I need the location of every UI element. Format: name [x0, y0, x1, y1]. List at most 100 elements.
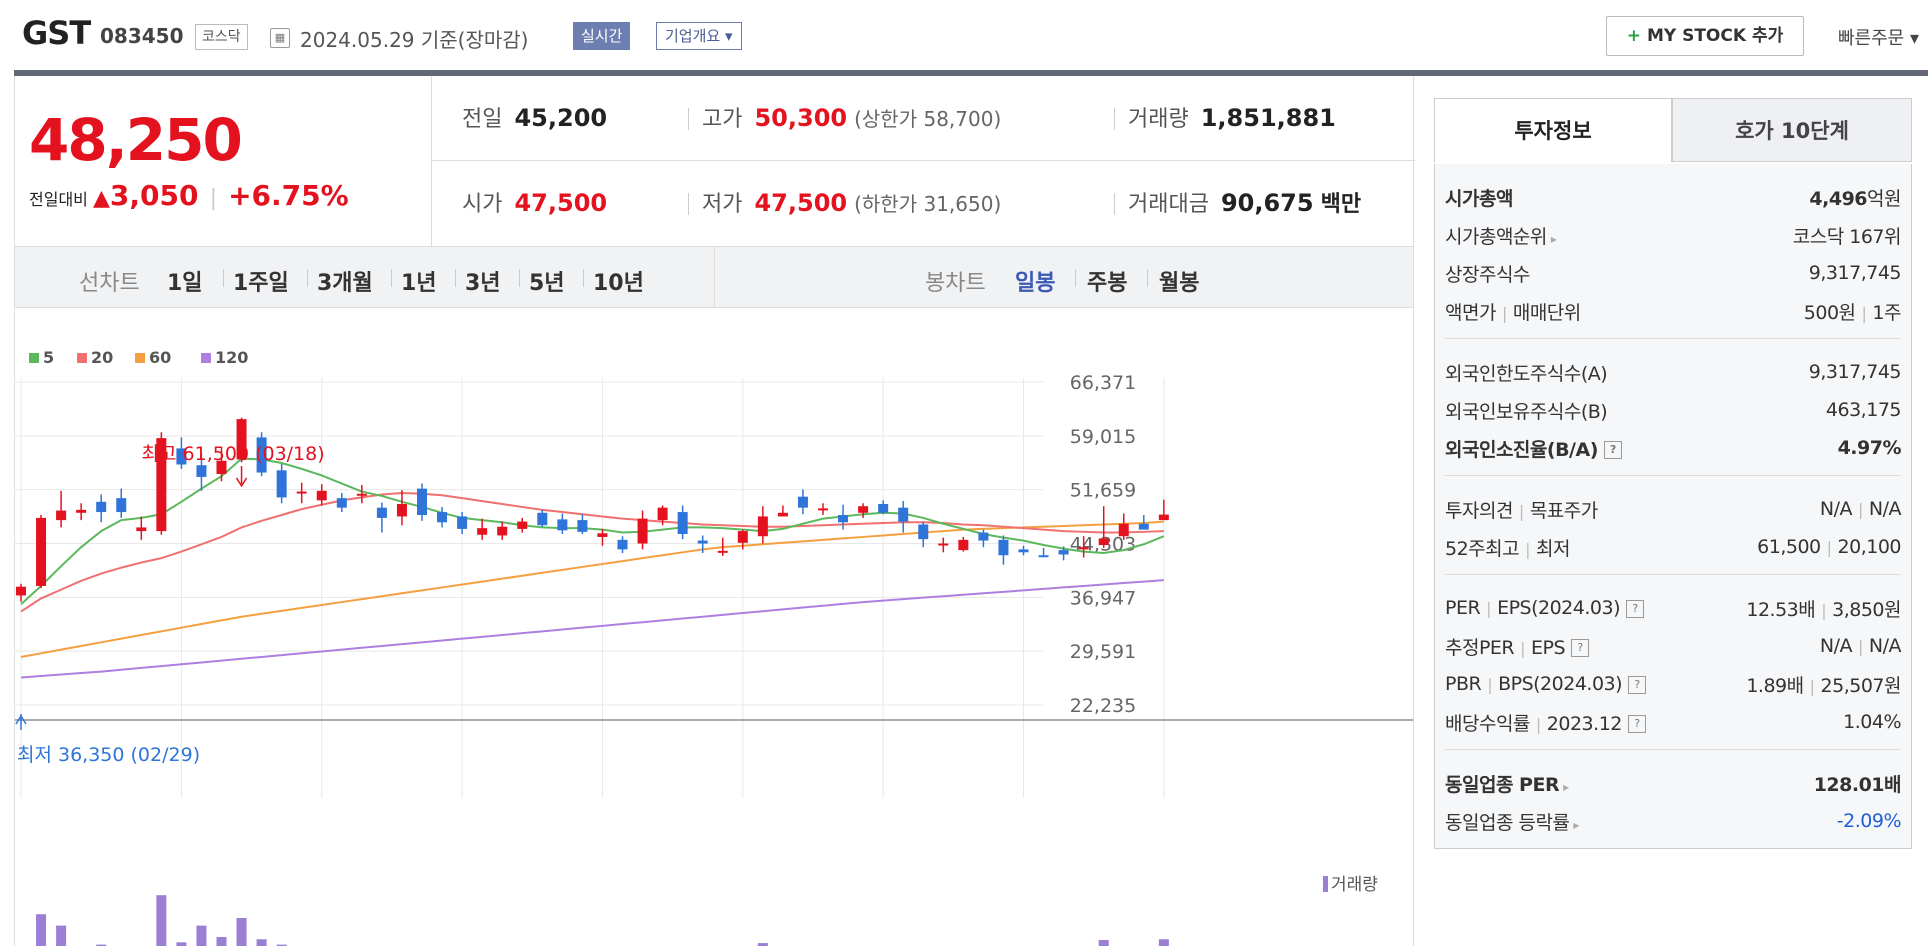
tab-5y[interactable]: 5년 — [529, 271, 565, 296]
y-tick-label: 22,235 — [1070, 695, 1136, 717]
tab-1w[interactable]: 1주일 — [233, 271, 289, 296]
candle-body — [36, 517, 47, 586]
divider — [519, 269, 520, 287]
investment-info-panel: 투자정보 호가 10단계 시가총액 4,496억원 시가총액순위 ▸ 코스닥 16… — [1434, 98, 1912, 849]
foreign-limit-value: 9,317,745 — [1808, 361, 1902, 383]
realtime-button[interactable]: 실시간 — [573, 22, 631, 50]
pbr-bps-row: PBR | BPS(2024.03)? 1.89배 | 25,507원 — [1445, 673, 1902, 697]
candle-body — [56, 510, 67, 521]
per-value: 12.53배 — [1746, 598, 1816, 621]
volume-bar — [757, 943, 768, 946]
legend-swatch — [135, 353, 145, 363]
chart-tabs: 선차트 1일 1주일 3개월 1년 3년 5년 10년 봉차트 일봉 주봉 월봉 — [14, 246, 1414, 308]
candle-body — [777, 512, 788, 517]
caret-right-icon: ▸ — [1563, 779, 1569, 794]
tab-order-book[interactable]: 호가 10단계 — [1672, 98, 1912, 162]
candle-body — [998, 539, 1009, 556]
tab-1y[interactable]: 1년 — [401, 271, 437, 296]
quick-order-dropdown[interactable]: 빠른주문 ▾ — [1838, 28, 1919, 49]
candle-body — [737, 531, 748, 543]
calendar-icon[interactable]: ▦ — [270, 28, 290, 48]
candle-body — [236, 419, 247, 460]
volume-value: 1,851,881 — [1200, 104, 1336, 132]
week52-high-label: 52주최고 — [1445, 537, 1520, 560]
candle-body — [818, 508, 828, 511]
cap-rank-label: 시가총액순위 — [1445, 225, 1547, 248]
tab-3m[interactable]: 3개월 — [317, 271, 373, 296]
candle-body — [497, 526, 508, 536]
industry-per-row[interactable]: 동일업종 PER ▸ 128.01배 — [1445, 764, 1902, 802]
tab-weekly[interactable]: 주봉 — [1087, 271, 1128, 296]
tab-monthly[interactable]: 월봉 — [1159, 271, 1200, 296]
foreign-ratio-label: 외국인소진율(B/A) — [1445, 438, 1598, 461]
candle-body — [396, 504, 407, 517]
week52-low-label: 최저 — [1536, 537, 1570, 560]
divider — [688, 193, 689, 215]
dividend-label: 배당수익률 — [1445, 712, 1530, 735]
candle-body — [1098, 538, 1109, 545]
unit-value: 1주 — [1872, 301, 1901, 324]
y-tick-label: 51,659 — [1070, 480, 1136, 502]
prev-close-value: 45,200 — [514, 104, 608, 132]
tab-daily[interactable]: 일봉 — [1015, 271, 1056, 296]
candle-body — [1018, 549, 1029, 553]
market-cap-value: 4,496 — [1809, 187, 1868, 210]
prev-close: 전일 45,200 — [462, 76, 607, 161]
cap-rank-value: 코스닥 167위 — [1792, 225, 1902, 248]
panel-tabs: 투자정보 호가 10단계 — [1434, 98, 1912, 164]
candle-body — [757, 516, 768, 537]
candle-body — [437, 512, 448, 523]
opinion-value: N/A — [1819, 498, 1853, 520]
foreign-ratio-value: 4.97% — [1837, 437, 1902, 459]
foreign-section: 외국인한도주식수(A) 9,317,745 외국인보유주식수(B) 463,17… — [1445, 339, 1902, 476]
cap-rank-row[interactable]: 시가총액순위 ▸ 코스닥 167위 — [1445, 216, 1902, 254]
y-tick-label: 36,947 — [1070, 587, 1136, 609]
help-icon[interactable]: ? — [1627, 715, 1646, 733]
legend-swatch — [77, 353, 87, 363]
candle-body — [958, 539, 969, 551]
volume-legend-label: 거래량 — [1331, 875, 1378, 895]
ma5-line — [20, 457, 1165, 606]
tab-10y[interactable]: 10년 — [593, 271, 644, 296]
candle-body — [537, 512, 548, 526]
high-label: 고가 — [702, 107, 743, 132]
candle-body — [116, 498, 127, 513]
add-my-stock-button[interactable]: + MY STOCK 추가 — [1606, 16, 1804, 56]
divider — [1114, 108, 1115, 130]
tab-investment-info[interactable]: 투자정보 — [1434, 98, 1672, 162]
divider — [391, 269, 392, 287]
candle-body — [336, 498, 347, 508]
candle-body — [457, 516, 468, 529]
min-price-annotation: 최저 36,350 (02/29) — [17, 744, 200, 766]
ma120-line — [20, 579, 1164, 679]
high-price: 고가 50,300 (상한가 58,700) — [702, 76, 1001, 161]
low-price: 저가 47,500 (하한가 31,650) — [702, 161, 1001, 246]
open-price: 시가 47,500 — [462, 161, 607, 246]
market-cap-unit: 억원 — [1867, 187, 1901, 210]
candle-body — [1118, 523, 1129, 537]
volume-bar — [176, 942, 187, 946]
target-label: 목표주가 — [1529, 499, 1598, 522]
price-chart: 66,37159,01551,65944,30336,94729,59122,2… — [14, 308, 1414, 946]
candle-body — [477, 528, 488, 535]
industry-change-row[interactable]: 동일업종 등락률 ▸ -2.09% — [1445, 802, 1902, 840]
ma20-line — [20, 492, 1164, 613]
opinion-row: 투자의견 | 목표주가 N/A | N/A — [1445, 498, 1902, 522]
tab-1d[interactable]: 1일 — [167, 271, 203, 296]
help-icon[interactable]: ? — [1571, 639, 1590, 657]
help-icon[interactable]: ? — [1625, 599, 1644, 618]
legend-swatch — [201, 353, 211, 363]
help-icon[interactable]: ? — [1603, 441, 1622, 459]
volume: 거래량 1,851,881 — [1128, 76, 1336, 161]
tab-3y[interactable]: 3년 — [465, 271, 501, 296]
help-icon[interactable]: ? — [1628, 675, 1647, 694]
company-overview-dropdown[interactable]: 기업개요 ▾ — [656, 22, 742, 50]
candle-body — [697, 540, 708, 544]
est-per-label: 추정PER — [1445, 636, 1515, 659]
volume-legend-swatch — [1323, 876, 1328, 892]
foreign-limit-row: 외국인한도주식수(A) 9,317,745 — [1445, 353, 1902, 391]
market-cap-label: 시가총액 — [1445, 187, 1513, 210]
pbr-value: 1.89배 — [1746, 674, 1804, 697]
volume-bar — [1098, 940, 1109, 946]
shares-row: 상장주식수 9,317,745 — [1445, 254, 1902, 292]
